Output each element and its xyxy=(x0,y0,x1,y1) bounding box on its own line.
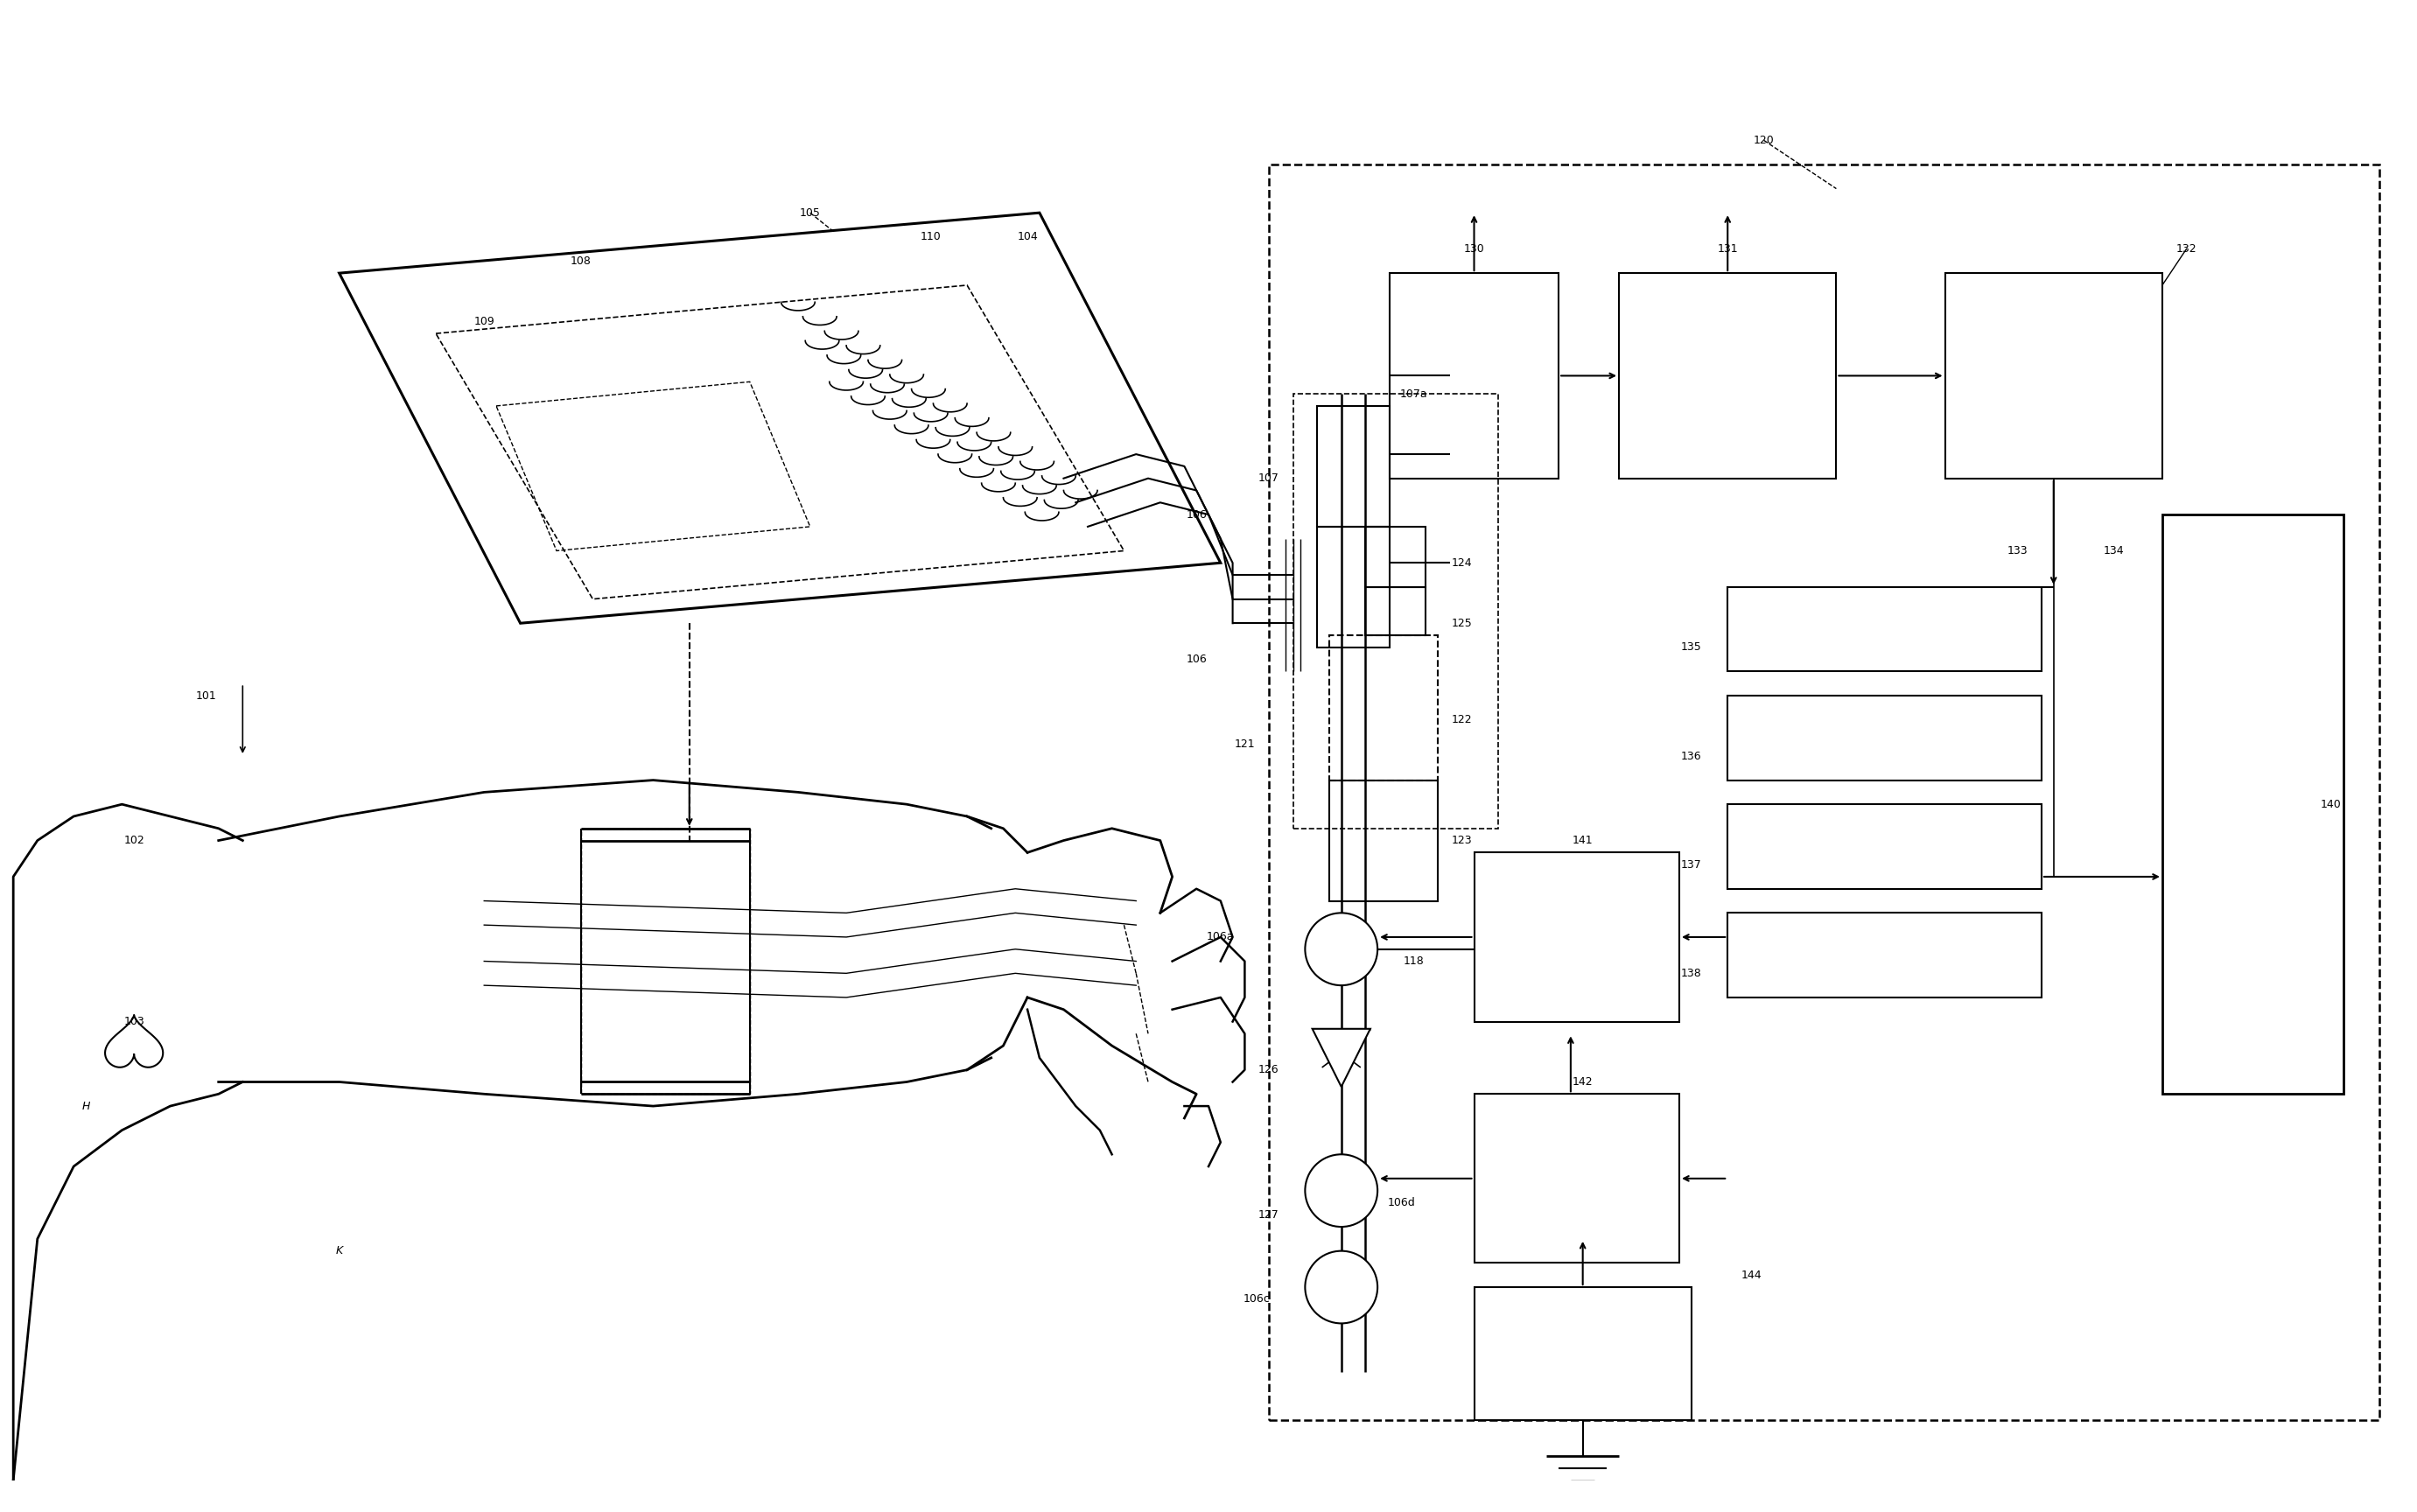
Text: 141: 141 xyxy=(1573,835,1593,847)
Text: 105: 105 xyxy=(800,207,819,218)
Circle shape xyxy=(1305,913,1378,986)
Text: 123: 123 xyxy=(1453,835,1472,847)
Text: 102: 102 xyxy=(123,835,145,847)
Text: 109: 109 xyxy=(474,316,495,327)
Text: 106a: 106a xyxy=(1206,931,1235,943)
Text: 107: 107 xyxy=(1259,473,1279,484)
Bar xyxy=(1329,780,1438,901)
Bar xyxy=(1293,393,1499,829)
Text: 106d: 106d xyxy=(1387,1198,1416,1208)
Text: 144: 144 xyxy=(1740,1270,1762,1281)
Text: 125: 125 xyxy=(1453,617,1472,629)
Circle shape xyxy=(1305,1154,1378,1226)
Bar xyxy=(1619,274,1837,478)
Text: 101: 101 xyxy=(196,689,218,702)
Bar xyxy=(2163,514,2344,1095)
Text: 127: 127 xyxy=(1259,1210,1279,1220)
Text: 130: 130 xyxy=(1465,243,1484,254)
Bar xyxy=(1728,913,2042,998)
Text: 132: 132 xyxy=(2175,243,2197,254)
Text: 136: 136 xyxy=(1682,750,1702,762)
Text: 134: 134 xyxy=(2103,546,2125,556)
Text: 126: 126 xyxy=(1259,1064,1279,1075)
Text: 142: 142 xyxy=(1573,1077,1593,1087)
Text: 140: 140 xyxy=(2320,798,2342,810)
Bar xyxy=(1474,1287,1692,1420)
Polygon shape xyxy=(1312,1028,1370,1087)
Bar xyxy=(1474,1095,1680,1263)
Bar xyxy=(1728,804,2042,889)
Text: 118: 118 xyxy=(1404,956,1424,966)
Text: K: K xyxy=(336,1246,343,1256)
Text: 120: 120 xyxy=(1752,135,1774,147)
Text: 110: 110 xyxy=(921,231,940,242)
Text: 108: 108 xyxy=(570,256,592,266)
Bar xyxy=(1728,587,2042,671)
Text: 106: 106 xyxy=(1187,510,1206,520)
Text: H: H xyxy=(82,1101,89,1111)
Bar xyxy=(1728,696,2042,780)
Bar xyxy=(580,829,749,1095)
Text: 107a: 107a xyxy=(1399,389,1428,399)
Text: 104: 104 xyxy=(1018,231,1037,242)
Text: 106c: 106c xyxy=(1242,1294,1271,1305)
Bar xyxy=(1329,635,1438,780)
Bar xyxy=(1366,587,1426,635)
Text: 133: 133 xyxy=(2006,546,2028,556)
Text: 138: 138 xyxy=(1680,968,1702,978)
Bar xyxy=(1269,165,2381,1420)
Bar xyxy=(1474,853,1680,1022)
Text: 122: 122 xyxy=(1453,714,1472,726)
Bar xyxy=(1390,274,1559,478)
Text: 124: 124 xyxy=(1453,556,1472,569)
Text: 106: 106 xyxy=(1187,653,1206,665)
Text: 103: 103 xyxy=(123,1016,145,1027)
Polygon shape xyxy=(338,213,1221,623)
Text: 131: 131 xyxy=(1718,243,1738,254)
Text: 135: 135 xyxy=(1680,641,1702,653)
Bar xyxy=(1317,405,1390,526)
Text: 137: 137 xyxy=(1680,859,1702,871)
Bar xyxy=(1317,526,1390,647)
Bar xyxy=(1946,274,2163,478)
Text: 121: 121 xyxy=(1235,738,1254,750)
Circle shape xyxy=(1305,1250,1378,1323)
Bar xyxy=(1366,526,1426,587)
